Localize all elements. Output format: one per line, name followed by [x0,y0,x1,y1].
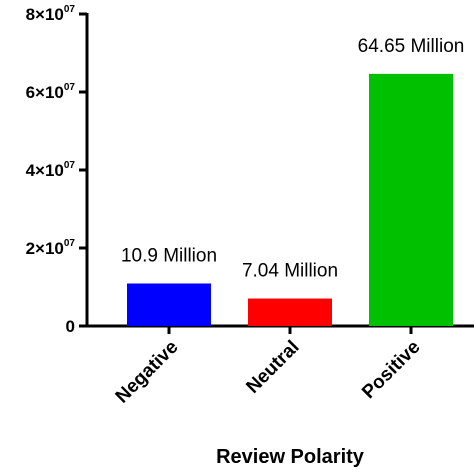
y-axis: 0 2×1007 4×1007 6×1007 8×1007 [26,4,89,336]
x-axis-title: Review Polarity [216,446,365,468]
y-tick-label: 8×1007 [26,4,76,24]
data-label-neutral: 7.04 Million [242,261,338,282]
bar-positive [369,73,453,327]
y-tick-label: 4×1007 [26,160,76,180]
x-axis [85,324,474,334]
y-tick-label: 6×1007 [26,82,76,102]
x-tick-label-positive: Positive [358,337,424,403]
data-label-negative: 10.9 Million [121,245,217,266]
y-tick-label: 0 [66,317,75,336]
y-tick-label: 2×1007 [26,238,76,258]
category-labels: Negative Neutral Positive [112,337,425,408]
bar-neutral [248,298,332,326]
data-label-positive: 64.65 Million [358,36,465,57]
x-tick-label-neutral: Neutral [242,337,303,398]
bar-negative [127,283,211,326]
x-tick-label-negative: Negative [112,337,183,408]
data-labels: 10.9 Million 7.04 Million 64.65 Million [121,36,464,282]
bars [127,73,453,327]
